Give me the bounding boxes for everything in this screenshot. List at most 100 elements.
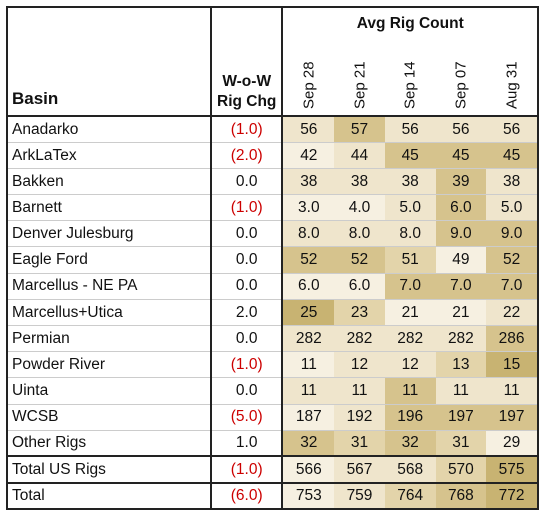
chg-header-line1: W-o-W — [222, 73, 272, 90]
rig-count-cell: 6.0 — [282, 273, 335, 300]
rig-count-cell: 21 — [435, 299, 487, 327]
rig-count-cell: 764 — [384, 481, 436, 510]
rig-count-cell: 39 — [435, 168, 487, 196]
rig-count-cell: 7.0 — [486, 273, 539, 300]
rig-count-cell: 57 — [334, 114, 385, 143]
wow-change-value: (5.0) — [210, 404, 284, 431]
total-row: Total US Rigs (1.0) 566 567 568 570 575 — [6, 455, 539, 484]
rig-count-cell: 11 — [282, 351, 335, 379]
wow-change-value: (2.0) — [210, 142, 284, 169]
rig-count-cell: 197 — [486, 404, 539, 431]
wow-change-value: 1.0 — [210, 430, 284, 457]
total-row: Total (6.0) 753 759 764 768 772 — [6, 481, 539, 510]
rig-count-cell: 42 — [282, 142, 335, 169]
rig-count-cell: 56 — [486, 114, 539, 143]
rig-count-cell: 45 — [384, 142, 436, 169]
wow-change-value: (1.0) — [210, 455, 284, 484]
table-row: Marcellus+Utica 2.0 25 23 21 21 22 — [6, 299, 539, 327]
rig-count-cell: 759 — [334, 481, 385, 510]
week-header-label: Sep 14 — [401, 61, 419, 109]
rig-count-cell: 8.0 — [384, 220, 436, 248]
wow-change-value: 0.0 — [210, 325, 284, 353]
basin-name: Eagle Ford — [6, 246, 212, 274]
rig-count-cell: 22 — [486, 299, 539, 327]
basin-name: Other Rigs — [6, 430, 212, 457]
rig-count-cell: 196 — [384, 404, 436, 431]
basin-name: ArkLaTex — [6, 142, 212, 169]
rig-count-cell: 187 — [282, 404, 335, 431]
table-row: Barnett (1.0) 3.0 4.0 5.0 6.0 5.0 — [6, 194, 539, 222]
basin-name: Denver Julesburg — [6, 220, 212, 248]
rig-count-cell: 566 — [282, 455, 335, 484]
rig-count-cell: 5.0 — [486, 194, 539, 222]
basin-name: Total US Rigs — [6, 455, 212, 484]
rig-count-cell: 38 — [282, 168, 335, 196]
basin-header: Basin — [12, 88, 59, 108]
rig-count-cell: 12 — [334, 351, 385, 379]
table-row: Bakken 0.0 38 38 38 39 38 — [6, 168, 539, 196]
rig-count-cell: 45 — [435, 142, 487, 169]
rig-count-cell: 567 — [334, 455, 385, 484]
rig-count-cell: 12 — [384, 351, 436, 379]
rig-count-cell: 11 — [435, 377, 487, 405]
rig-count-cell: 21 — [384, 299, 436, 327]
rig-count-cell: 282 — [334, 325, 385, 353]
rig-count-cell: 7.0 — [384, 273, 436, 300]
basin-name: WCSB — [6, 404, 212, 431]
rig-count-cell: 51 — [384, 246, 436, 274]
rig-count-cell: 15 — [486, 351, 539, 379]
chg-header-cell: W-o-W Rig Chg — [210, 6, 284, 116]
table-row: Denver Julesburg 0.0 8.0 8.0 8.0 9.0 9.0 — [6, 220, 539, 248]
rig-count-cell: 575 — [486, 455, 539, 484]
table-body: Anadarko (1.0) 56 57 56 56 56 ArkLaTex (2.0) 42 44… — [6, 114, 539, 510]
week-header-cell: Sep 21 — [334, 39, 385, 116]
rig-count-cell: 9.0 — [486, 220, 539, 248]
rig-count-cell: 29 — [486, 430, 539, 457]
rig-count-cell: 282 — [435, 325, 487, 353]
rig-count-cell: 52 — [334, 246, 385, 274]
table-row: WCSB (5.0) 187 192 196 197 197 — [6, 404, 539, 431]
rig-count-cell: 286 — [486, 325, 539, 353]
rig-count-cell: 192 — [334, 404, 385, 431]
basin-name: Uinta — [6, 377, 212, 405]
basin-name: Barnett — [6, 194, 212, 222]
avg-rig-count-title: Avg Rig Count — [282, 6, 539, 39]
wow-change-value: (1.0) — [210, 114, 284, 143]
rig-count-cell: 570 — [435, 455, 487, 484]
rig-count-cell: 49 — [435, 246, 487, 274]
basin-name: Permian — [6, 325, 212, 353]
rig-count-cell: 32 — [384, 430, 436, 457]
rig-count-cell: 9.0 — [435, 220, 487, 248]
table-row: ArkLaTex (2.0) 42 44 45 45 45 — [6, 142, 539, 169]
rig-count-cell: 56 — [384, 114, 436, 143]
basin-name: Total — [6, 481, 212, 510]
wow-change-value: (1.0) — [210, 351, 284, 379]
basin-header-cell: Basin — [6, 6, 212, 116]
rig-count-cell: 45 — [486, 142, 539, 169]
week-header-cell: Sep 14 — [385, 39, 436, 116]
rig-count-cell: 8.0 — [334, 220, 385, 248]
rig-count-cell: 768 — [435, 481, 487, 510]
wow-change-value: (1.0) — [210, 194, 284, 222]
rig-count-cell: 31 — [334, 430, 385, 457]
chg-header-line2: Rig Chg — [217, 92, 277, 110]
rig-count-cell: 38 — [334, 168, 385, 196]
rig-count-table: Basin W-o-W Rig Chg Avg Rig Count Sep 28… — [6, 6, 539, 510]
rig-count-cell: 32 — [282, 430, 335, 457]
week-header-row: Sep 28 Sep 21 Sep 14 Sep 07 Aug 31 — [7, 39, 539, 116]
rig-count-cell: 23 — [334, 299, 385, 327]
rig-count-cell: 5.0 — [384, 194, 436, 222]
rig-count-cell: 282 — [384, 325, 436, 353]
week-header-cell: Aug 31 — [486, 39, 539, 116]
rig-count-cell: 11 — [486, 377, 539, 405]
rig-count-cell: 6.0 — [435, 194, 487, 222]
basin-name: Anadarko — [6, 114, 212, 143]
week-header-label: Sep 07 — [452, 61, 470, 109]
rig-count-cell: 4.0 — [334, 194, 385, 222]
week-header-label: Aug 31 — [503, 61, 521, 109]
table-row: Other Rigs 1.0 32 31 32 31 29 — [6, 430, 539, 457]
rig-count-cell: 38 — [486, 168, 539, 196]
rig-count-cell: 56 — [435, 114, 487, 143]
rig-count-cell: 11 — [334, 377, 385, 405]
basin-name: Powder River — [6, 351, 212, 379]
